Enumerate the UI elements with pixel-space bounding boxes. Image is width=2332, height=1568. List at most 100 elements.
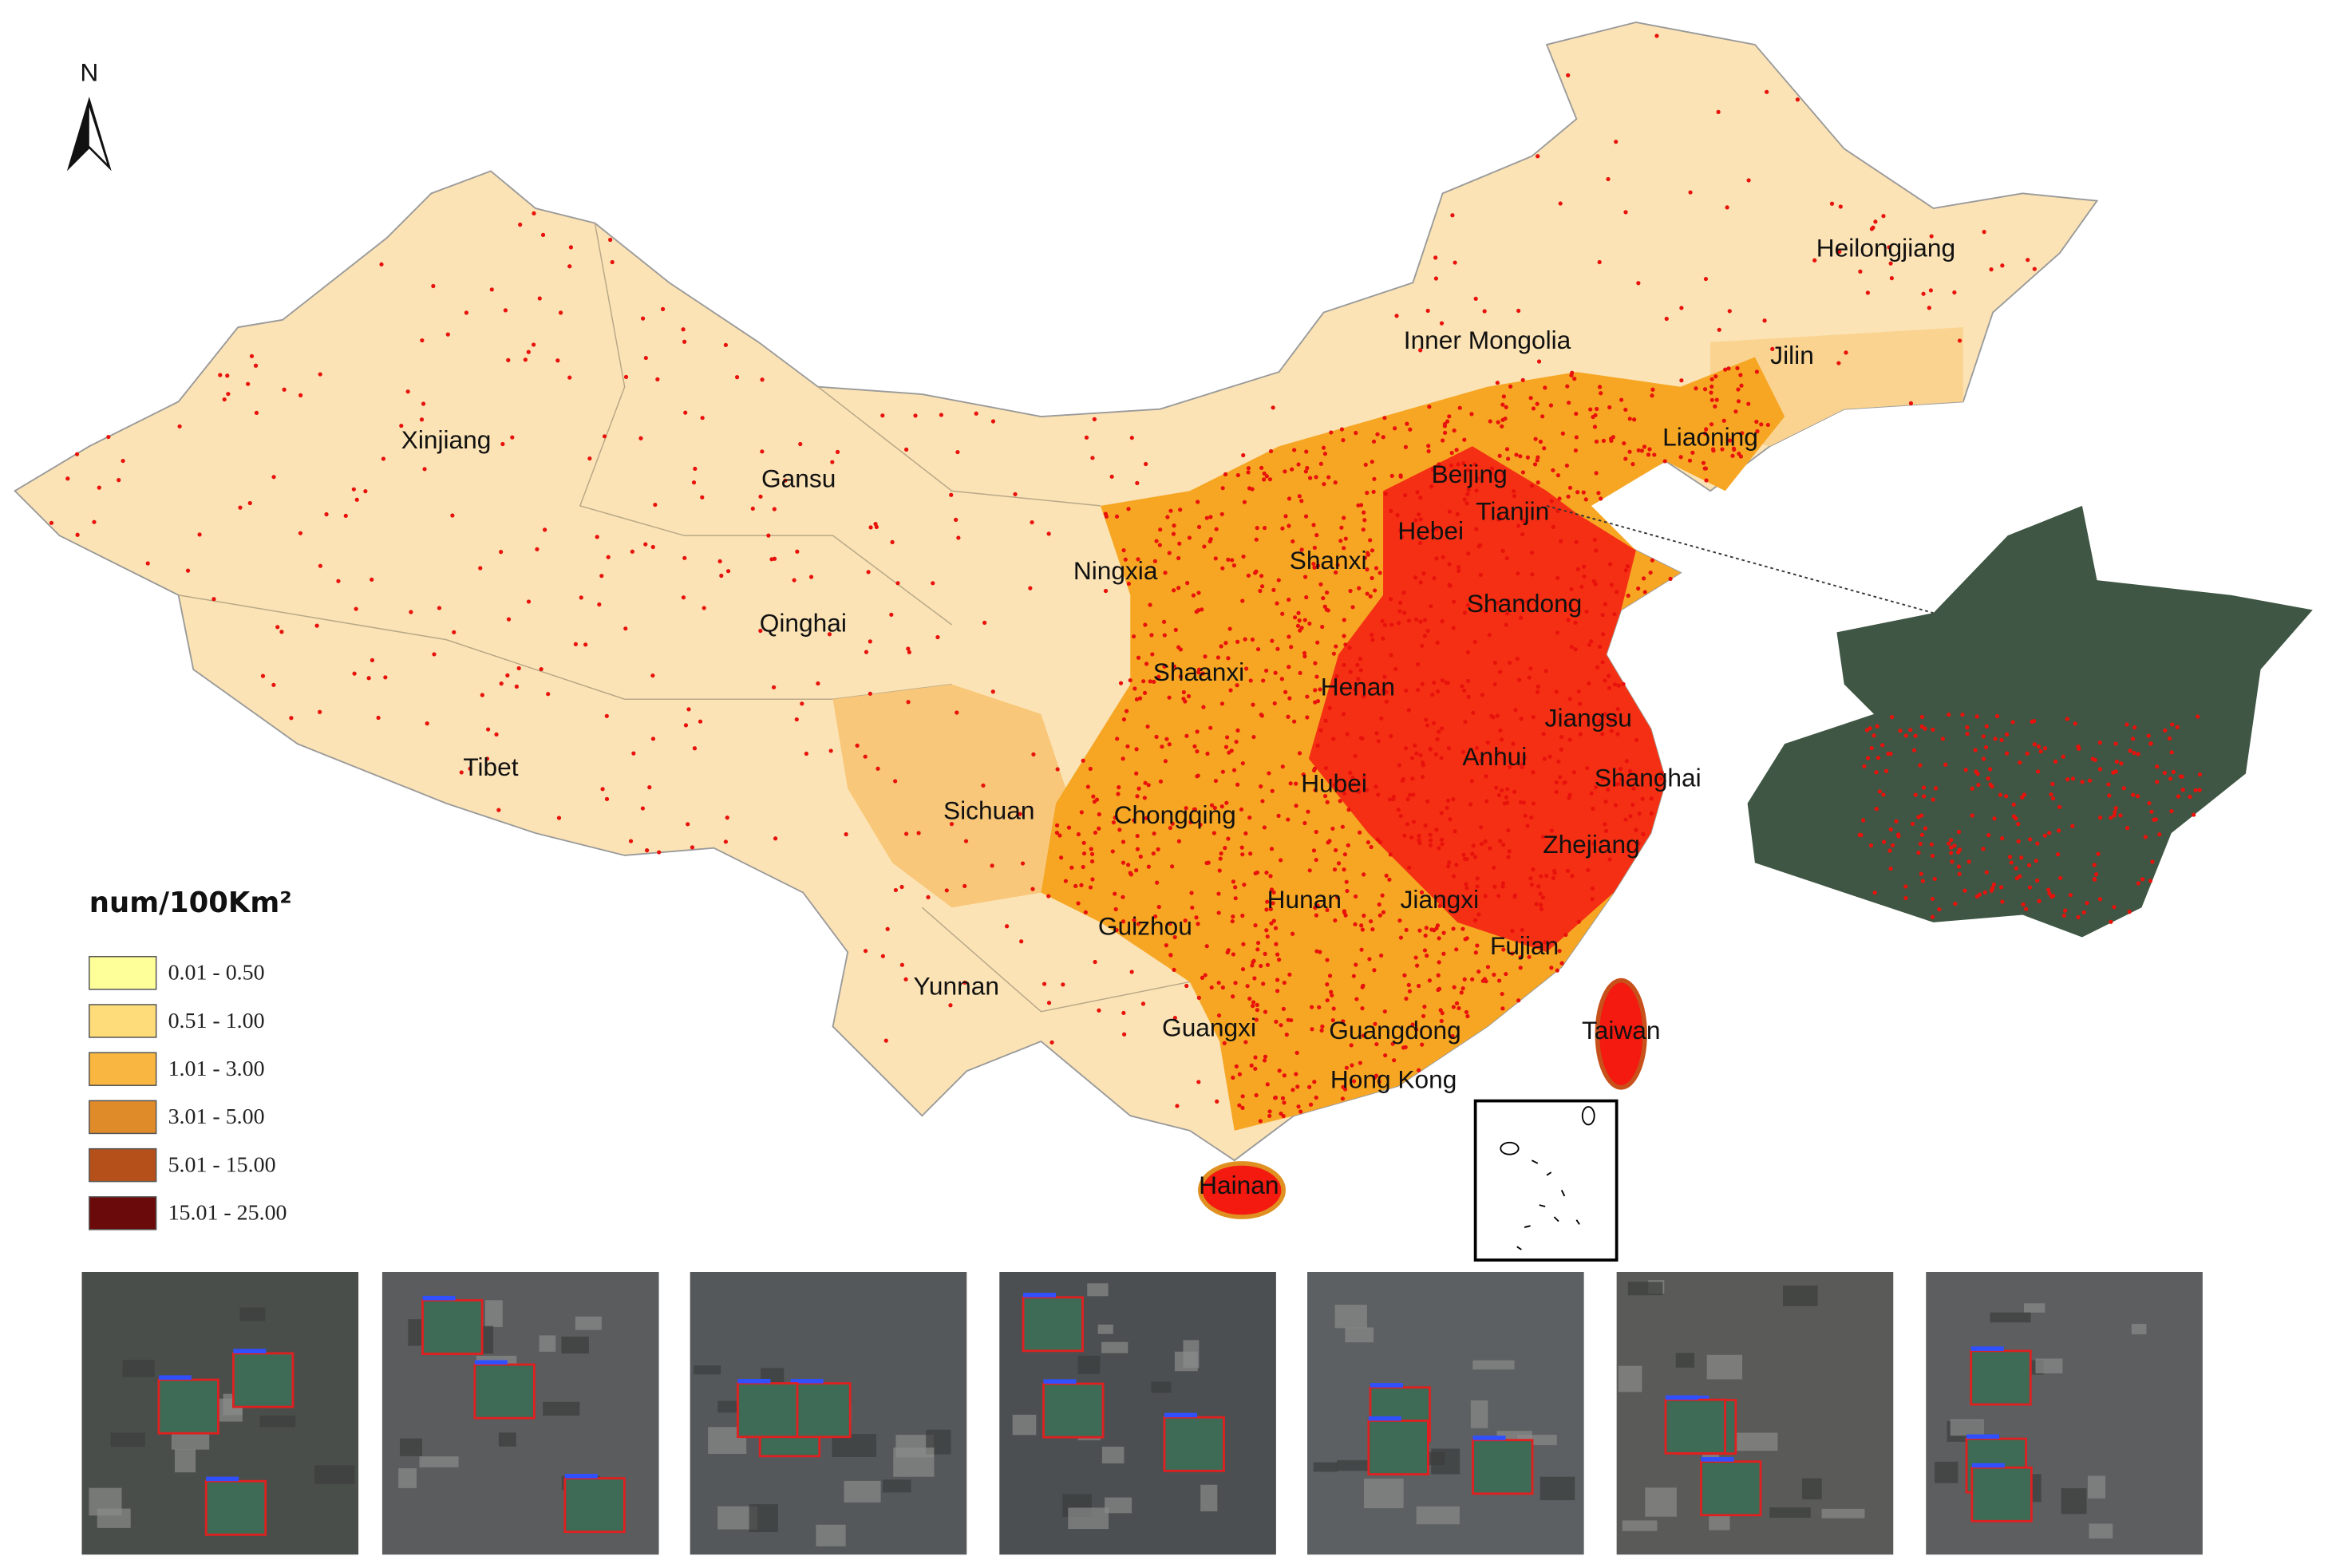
dot — [1148, 679, 1152, 684]
dot — [1402, 833, 1407, 838]
dot — [1281, 1114, 1286, 1119]
dot — [1427, 978, 1433, 983]
dot — [2063, 908, 2068, 913]
dot — [1933, 786, 1939, 791]
dot — [890, 539, 895, 544]
dot — [1713, 404, 1717, 409]
dot — [1475, 943, 1480, 948]
dot — [1554, 789, 1559, 794]
dot — [1084, 435, 1089, 440]
dot — [1405, 822, 1410, 827]
dot — [1622, 440, 1626, 446]
dot — [1292, 615, 1298, 620]
building-block — [1950, 1419, 1984, 1436]
dot — [1343, 642, 1348, 647]
dot — [1636, 841, 1641, 846]
dot — [1518, 454, 1523, 459]
dot — [1495, 713, 1500, 718]
dot — [2042, 833, 2047, 838]
dot — [1460, 749, 1466, 755]
dot — [2030, 719, 2034, 724]
dot — [1981, 847, 1986, 851]
dot — [1949, 851, 1954, 855]
dot — [1504, 622, 1508, 627]
dot — [1154, 539, 1159, 543]
dot — [1413, 575, 1418, 580]
dot — [1126, 863, 1131, 867]
dot — [1406, 618, 1412, 623]
dot — [1861, 818, 1866, 823]
province-label: Tibet — [463, 752, 518, 781]
dot — [499, 681, 504, 686]
dot — [2114, 759, 2119, 764]
dot — [760, 377, 765, 382]
dot — [1235, 728, 1240, 733]
field-tag — [1966, 1434, 2000, 1440]
dot — [1046, 531, 1051, 536]
dot — [798, 441, 803, 447]
dot — [1081, 864, 1085, 870]
dot — [863, 949, 868, 954]
dot — [1437, 729, 1441, 734]
dot — [1875, 756, 1881, 760]
dot — [1234, 739, 1239, 745]
dot — [1262, 471, 1267, 476]
dot — [1269, 847, 1275, 851]
dot — [1569, 587, 1574, 592]
dot — [1362, 872, 1366, 877]
dot — [1433, 752, 1439, 757]
dot — [2050, 796, 2056, 801]
dot — [1419, 890, 1425, 895]
dot — [1922, 794, 1927, 799]
dot — [1957, 871, 1962, 876]
dot — [1315, 743, 1320, 748]
building-block — [2089, 1523, 2113, 1539]
dot — [1338, 539, 1343, 543]
dot — [1709, 384, 1714, 389]
dot — [1429, 604, 1433, 609]
dot — [1152, 914, 1158, 919]
dot — [1211, 831, 1216, 835]
dot — [1485, 740, 1491, 745]
dot — [1227, 626, 1232, 631]
dot — [1143, 622, 1148, 627]
dot — [2093, 757, 2097, 762]
dot — [1987, 767, 1993, 772]
dot — [1587, 642, 1591, 647]
dot — [1420, 643, 1425, 648]
dot — [1440, 726, 1445, 731]
dot — [1947, 841, 1951, 846]
dot — [1219, 511, 1224, 516]
dot — [2018, 760, 2022, 765]
dot — [1195, 729, 1200, 734]
dot — [1302, 618, 1307, 622]
dot — [1312, 545, 1317, 551]
dot — [1041, 981, 1047, 986]
dot — [1510, 951, 1515, 956]
dot — [880, 954, 885, 958]
dot — [1636, 281, 1641, 286]
dot — [1330, 993, 1334, 998]
dot — [1523, 755, 1528, 760]
dot — [336, 579, 341, 583]
dot — [1974, 769, 1978, 774]
dot — [1231, 879, 1236, 884]
dot — [1235, 472, 1240, 478]
dot — [1582, 564, 1587, 569]
dot — [1567, 792, 1572, 797]
dot — [1342, 852, 1347, 857]
dot — [1704, 478, 1709, 483]
dot — [1381, 636, 1385, 641]
dot — [1294, 1072, 1298, 1076]
dot — [1762, 318, 1767, 323]
dot — [2111, 770, 2116, 775]
building-block — [174, 1449, 196, 1473]
dot — [1518, 800, 1524, 805]
dot — [1952, 290, 1957, 295]
dot — [1868, 726, 1872, 731]
dot — [1116, 792, 1121, 796]
dot — [1456, 462, 1460, 467]
dot — [1113, 891, 1117, 896]
dot — [1451, 599, 1457, 604]
